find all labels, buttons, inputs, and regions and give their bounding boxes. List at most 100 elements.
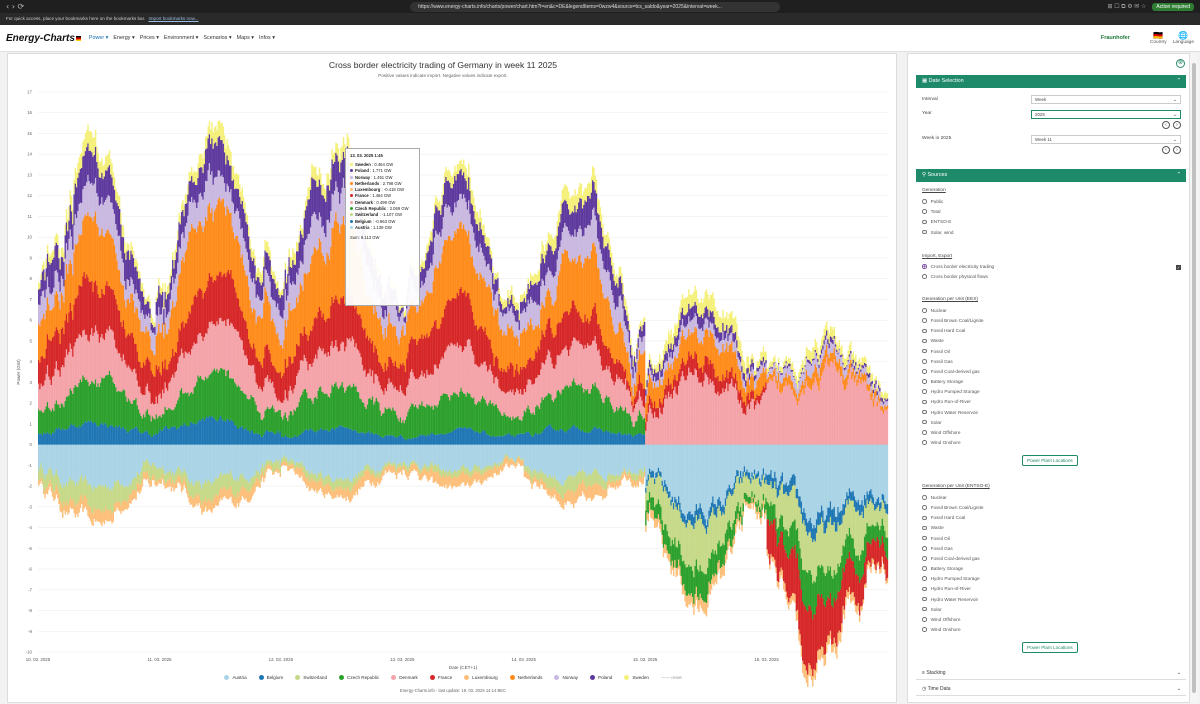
bar-segment (571, 300, 574, 342)
bar-segment (560, 263, 562, 323)
menu-prices[interactable]: Prices ▾ (139, 35, 159, 41)
bar-segment (144, 472, 146, 479)
bar-segment (471, 205, 474, 227)
bar-segment (129, 302, 131, 336)
bar-segment (536, 377, 538, 405)
bar-segment (278, 339, 280, 373)
bar-segment (49, 379, 51, 410)
bar-segment (466, 340, 469, 393)
bar-segment (376, 444, 379, 471)
bar-segment (218, 136, 221, 171)
bar-segment (142, 362, 145, 395)
language-selector[interactable]: 🌐 Language (1172, 31, 1194, 45)
bar-segment (99, 234, 102, 298)
bar-segment (164, 444, 166, 475)
bar-segment (394, 361, 397, 387)
extension-icons[interactable]: ⊞ ☐ ⧉ ⚙ ✉ ☆ (1107, 3, 1147, 10)
bar-segment (435, 444, 437, 465)
bar-segment (307, 430, 309, 445)
bar-segment (590, 344, 593, 389)
menu-power[interactable]: Power ▾ (88, 35, 109, 41)
bar-segment (318, 167, 321, 180)
bar-segment (517, 338, 519, 372)
url-bar[interactable]: https://www.energy-charts.info/charts/po… (410, 1, 781, 12)
bar-segment (289, 438, 292, 445)
bar-segment (284, 435, 287, 445)
bar-segment (204, 180, 207, 217)
bar-segment (127, 500, 130, 508)
bar-segment (89, 508, 92, 522)
bar-segment (560, 485, 562, 498)
bar-segment (346, 427, 349, 445)
bar-segment (421, 444, 423, 469)
y-tick-label: 6 (30, 318, 33, 323)
bar-segment (421, 471, 423, 480)
bar-segment (266, 464, 269, 469)
bar-segment (215, 280, 217, 327)
bar-segment (450, 301, 452, 343)
bar-segment (59, 376, 61, 409)
bar-segment (497, 408, 499, 436)
bar-segment (102, 338, 104, 379)
action-required-button[interactable]: Action required (1152, 2, 1194, 11)
bar-segment (245, 248, 247, 276)
bar-segment (194, 228, 197, 295)
bar-segment (62, 327, 64, 366)
bar-segment (64, 357, 66, 401)
bar-segment (602, 444, 604, 479)
bar-segment (223, 320, 226, 370)
bar-segment (369, 473, 371, 484)
bar-segment (43, 385, 45, 413)
fraunhofer-logo[interactable]: Fraunhofer (1100, 35, 1130, 41)
bar-segment (275, 334, 278, 372)
bar-segment (485, 466, 488, 472)
bar-segment (278, 289, 280, 295)
bar-segment (194, 172, 197, 186)
menu-scenarios[interactable]: Scenarios ▾ (203, 35, 232, 41)
bar-segment (237, 298, 240, 332)
bar-segment (555, 271, 557, 301)
bar-segment (99, 444, 102, 486)
bar-segment (107, 229, 109, 287)
bar-segment (293, 252, 295, 265)
site-logo[interactable]: Energy-Charts (6, 33, 81, 44)
bar-segment (44, 478, 46, 493)
bar-segment (222, 321, 225, 370)
bar-segment (316, 174, 318, 187)
stacked-bar-chart[interactable]: -10-9-8-7-6-5-4-3-2-10123456789101112131… (8, 54, 898, 704)
bar-segment (355, 306, 357, 344)
bar-segment (235, 329, 237, 385)
bar-segment (188, 311, 190, 352)
bar-segment (272, 472, 274, 475)
bar-segment (447, 476, 450, 488)
menu-maps[interactable]: Maps ▾ (236, 35, 255, 41)
menu-environment[interactable]: Environment ▾ (163, 35, 199, 41)
bar-segment (78, 234, 80, 286)
menu-energy[interactable]: Energy ▾ (113, 35, 135, 41)
bar-segment (535, 406, 537, 433)
browser-nav-icons[interactable]: ‹ › ⟳ (6, 2, 25, 11)
country-selector[interactable]: 🇩🇪 Country (1149, 31, 1167, 45)
bar-segment (339, 233, 341, 305)
bar-segment (174, 407, 177, 427)
bar-segment (251, 261, 254, 283)
bar-segment (99, 177, 102, 204)
bar-segment (261, 367, 264, 392)
bar-segment (423, 283, 426, 299)
bar-segment (50, 340, 53, 386)
bar-segment (359, 444, 361, 474)
bar-segment (503, 457, 505, 460)
bar-segment (175, 480, 178, 488)
bar-segment (328, 222, 331, 260)
bar-segment (535, 444, 537, 471)
bar-segment (592, 383, 594, 430)
bar-segment (441, 317, 443, 357)
bar-segment (301, 444, 303, 462)
menu-infos[interactable]: Infos ▾ (259, 35, 275, 41)
import-bookmarks-link[interactable]: Import bookmarks now... (148, 16, 199, 21)
bar-segment (91, 381, 93, 422)
bar-segment (110, 202, 112, 235)
bar-segment (313, 474, 316, 482)
bar-segment (269, 431, 271, 445)
bar-segment (323, 354, 326, 395)
